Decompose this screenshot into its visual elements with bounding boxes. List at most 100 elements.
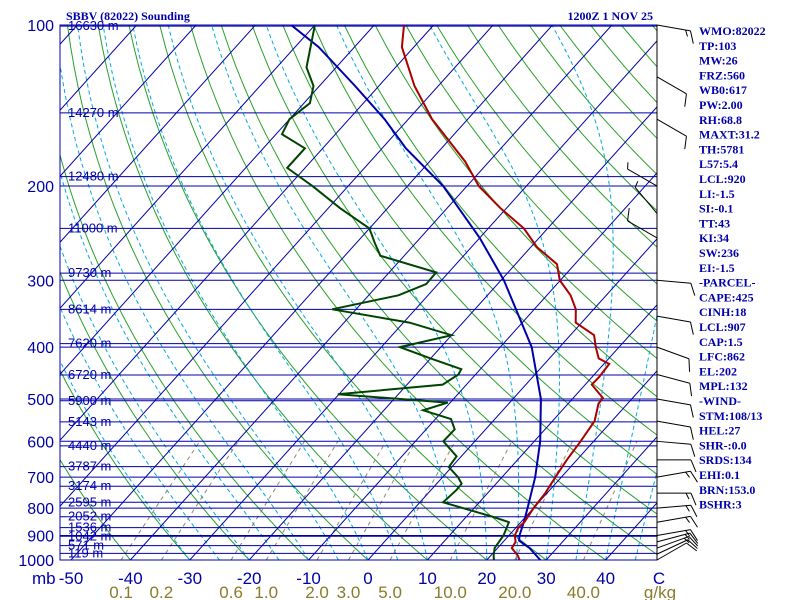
mixing-ratio-unit-label: g/kg: [644, 583, 676, 600]
stability-index: EI:-1.5: [699, 261, 735, 275]
stability-index: SI:-0.1: [699, 202, 733, 216]
height-label: 5900 m: [68, 393, 111, 408]
moist-adiabat-line: [265, 25, 488, 560]
wind-barb: [656, 24, 694, 44]
wind-barb-feather: [690, 283, 696, 296]
wind-barb-staff: [656, 118, 687, 137]
isotherm-line: [130, 25, 613, 560]
dry-adiabat-line: [466, 25, 657, 248]
height-label: 7620 m: [68, 336, 111, 351]
wind-barb: [627, 162, 658, 187]
wind-barb-feather: [627, 207, 630, 221]
dry-adiabat-line: [128, 25, 488, 560]
wind-barb: [656, 315, 694, 335]
wind-barb-feather: [687, 539, 698, 549]
moist-adiabat-line: [211, 25, 458, 560]
wind-barb-half-feather: [685, 516, 690, 523]
moist-adiabat-line: [336, 25, 520, 560]
height-label: 5143 m: [68, 414, 111, 429]
mixing-ratio-tick-label: 20.0: [498, 583, 531, 600]
stability-index: WB0:617: [699, 83, 747, 97]
dry-adiabat-line: [436, 25, 657, 285]
stability-index: LI:-1.5: [699, 187, 735, 201]
wind-barb: [656, 279, 696, 296]
wind-barb: [656, 440, 696, 457]
height-label: 3787 m: [68, 459, 111, 474]
temperature-tick-label: 0: [363, 569, 372, 588]
moist-adiabat-line: [132, 25, 399, 560]
height-label: 2052 m: [68, 509, 111, 524]
wind-barb-staff: [656, 279, 691, 284]
moist-adiabat-line: [60, 305, 220, 560]
wind-barb: [656, 504, 698, 517]
moist-adiabats: [60, 25, 657, 560]
dry-adiabat-line: [66, 25, 369, 560]
wind-barb-half-feather: [685, 471, 690, 478]
mixing-ratio-line: [265, 441, 339, 560]
pressure-label: 100: [27, 18, 54, 35]
stability-indices: WMO:82022TP:103MW:26FRZ:560WB0:617PW:2.0…: [699, 24, 766, 512]
mixing-ratio-line: [316, 441, 387, 560]
wind-barb: [656, 118, 687, 150]
dry-adiabat-line: [282, 25, 657, 475]
stability-index: PW:2.00: [699, 98, 743, 112]
stability-index: MW:26: [699, 54, 738, 68]
wind-barb-half-feather: [683, 537, 690, 544]
dry-adiabat-line: [60, 153, 309, 560]
dry-adiabat-line: [374, 25, 657, 360]
wind-barb: [656, 346, 691, 372]
wind-barb-staff: [656, 440, 691, 445]
wind-barb-feather: [690, 492, 697, 506]
mixing-ratio-tick-label: 40.0: [567, 583, 600, 600]
dry-adiabats: [60, 25, 657, 560]
stability-index: KI:34: [699, 231, 729, 245]
moist-adiabat-line: [634, 469, 657, 560]
wind-barb-staff: [656, 539, 689, 555]
moist-adiabat-line: [102, 25, 369, 560]
stability-index: TP:103: [699, 39, 736, 53]
pressure-label: 700: [27, 470, 54, 487]
temperature-tick-label: -10: [296, 569, 321, 588]
wind-barb: [656, 420, 694, 440]
wind-barb-half-feather: [685, 492, 690, 500]
stability-index: TT:43: [699, 216, 730, 230]
temperature-axis-labels: mb -50 -40 -30 -20 -10 0 10 20 30 40 C: [32, 569, 665, 588]
height-label: 571 m: [68, 538, 104, 553]
wind-barb: [656, 542, 698, 561]
mixing-ratio-line: [389, 441, 456, 560]
stability-index: LCL:907: [699, 320, 746, 334]
chart-timestamp: 1200Z 1 NOV 25: [568, 9, 653, 23]
temperature-tick-label: 40: [596, 569, 615, 588]
stability-index: HEL:27: [699, 424, 740, 438]
stability-index: CAP:1.5: [699, 335, 743, 349]
wind-barb-staff: [656, 535, 690, 549]
wind-barb-feather: [690, 504, 698, 517]
mixing-ratio-tick-label: 0.1: [109, 583, 133, 600]
wind-barb-feather: [688, 358, 691, 372]
wind-barb-half-feather: [685, 505, 690, 512]
wind-barb: [656, 470, 698, 483]
height-label: 1536 m: [68, 520, 111, 535]
dry-adiabat-line: [405, 25, 657, 322]
wind-barb-feather: [690, 516, 698, 528]
height-label: 1042 m: [68, 528, 111, 543]
temperature-tick-label: 10: [418, 569, 437, 588]
stability-index: EHI:0.1: [699, 468, 740, 482]
mixing-ratio-tick-label: 10.0: [434, 583, 467, 600]
wind-barb: [627, 207, 658, 239]
wind-barb-feather: [689, 321, 694, 335]
height-labels: 16630 m 14270 m 12480 m 11000 m 9730 m 8614 m…: [68, 18, 119, 560]
dry-adiabat-line: [220, 25, 657, 556]
stability-index: -PARCEL-: [699, 276, 755, 290]
pressure-label: 900: [27, 529, 54, 546]
dry-adiabat-line: [60, 458, 131, 560]
wind-barbs: [627, 24, 699, 561]
wind-barb: [657, 459, 697, 473]
wind-barb-staff: [656, 515, 691, 523]
pressure-label: 800: [27, 501, 54, 518]
temperature-tick-label: 20: [477, 569, 496, 588]
isotherm-line: [60, 25, 494, 507]
stability-index: STM:108/13: [699, 409, 762, 423]
temperature-tick-label: 30: [537, 569, 556, 588]
